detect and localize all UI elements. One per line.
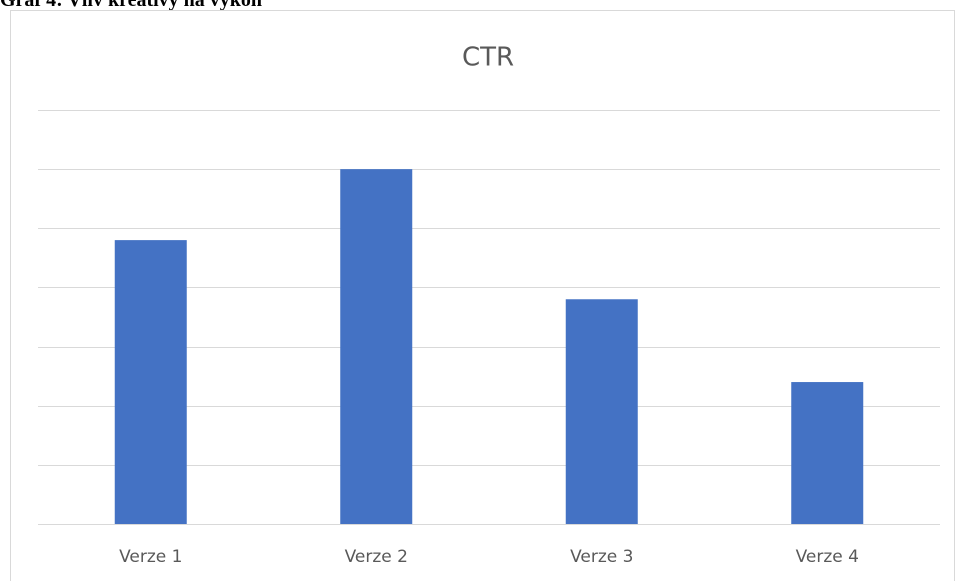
bar — [114, 240, 187, 524]
chart-title: CTR — [462, 43, 514, 73]
x-tick-label: Verze 3 — [570, 547, 633, 567]
x-tick-label: Verze 1 — [119, 547, 182, 567]
bar — [565, 299, 638, 524]
figure-heading: Graf 4: Vliv kreativy na výkon — [0, 0, 262, 11]
x-tick-label: Verze 2 — [345, 547, 408, 567]
bar — [791, 382, 864, 524]
x-tick-label: Verze 4 — [796, 547, 859, 567]
bar — [340, 169, 413, 524]
